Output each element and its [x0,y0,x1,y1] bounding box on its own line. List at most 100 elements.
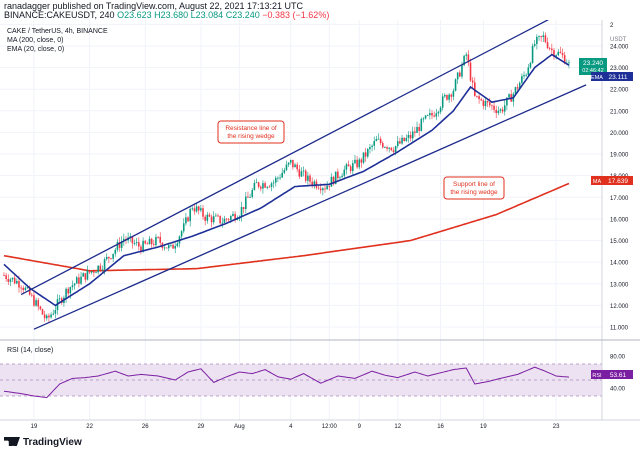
candle-body [444,94,446,97]
candle-body [195,206,198,212]
candle-body [257,182,260,187]
candle-body [553,50,555,57]
candle-body [71,285,74,288]
candle-body [418,126,420,132]
candle-body [497,110,500,113]
candle-body [352,163,354,172]
candle-body [399,141,401,144]
candle-body [247,196,249,198]
candle-body [191,208,194,210]
candle-body [172,244,174,249]
candle-body [245,196,247,210]
time-tick-label: Aug [234,424,245,430]
candle-body [322,188,324,191]
legend-rsi: RSI (14, close) [7,347,53,354]
candle-body [409,134,412,139]
candle-body [48,315,50,318]
candle-body [514,87,517,94]
candle-body [150,238,153,245]
resistance-label-line-1: Resistance line of [225,125,276,132]
candle-body [441,96,444,108]
price-tick-label: 11.000 [610,326,629,332]
legend-ema: EMA (20, close, 0) [7,46,64,53]
candle-body [407,134,410,138]
candle-body [540,36,542,38]
candle-body [345,164,348,170]
ohlc-change: −0.383 (−1.62%) [262,10,330,20]
tradingview-logo[interactable]: TradingView [4,437,82,448]
ohlc-open: O23.623 [117,10,152,20]
support-label-line-2: the rising wedge [450,189,498,196]
candle-body [341,175,343,178]
candle-body [347,164,350,167]
candle-body [386,147,388,149]
candle-body [144,240,147,244]
candle-body [433,115,435,117]
candle-body [219,215,221,224]
candle-body [108,256,110,259]
candle-body [437,111,440,114]
candle-body [99,265,102,270]
candle-body [326,185,328,190]
candle-body [332,176,335,185]
candle-body [155,236,157,246]
ohlc-line: BINANCE:CAKEUSDT, 240 O23.623 H23.680 L2… [4,10,329,20]
candle-body [227,219,230,221]
candle-body [311,181,313,186]
candle-body [153,244,155,246]
candle-body [521,76,523,83]
candle-body [536,36,538,45]
candle-body [367,149,369,157]
candle-body [396,141,399,147]
candle-body [215,215,217,217]
candle-body [518,82,521,89]
candle-body [9,279,12,282]
currency-unit-label: USDT [610,37,627,43]
candle-body [551,48,553,51]
candle-body [448,94,450,100]
candle-body [88,270,91,273]
support-annotation: Support line of the rising wedge [443,176,505,200]
candle-body [39,306,42,310]
candle-body [251,189,254,197]
time-tick-label: 23 [553,424,560,430]
candle-body [469,62,472,81]
candle-body [362,152,365,163]
candle-body [82,273,84,277]
price-tick-label: 17.000 [610,196,629,202]
candle-body [435,113,438,117]
candle-body [138,242,140,247]
candle-body [488,102,491,106]
price-chart[interactable]: 11.000 12.000 13.000 14.000 15.000 16.000 17.0… [0,20,640,436]
candle-body [84,273,87,280]
candle-body [484,100,487,107]
candle-body [101,269,104,271]
candle-body [439,107,442,112]
candle-body [123,238,125,242]
candle-body [105,256,108,260]
candle-body [16,280,18,284]
candle-body [508,94,510,98]
candle-body [174,246,176,249]
candle-body [358,159,361,168]
candle-body [210,216,213,223]
candle-body [274,177,277,183]
candle-body [343,169,346,176]
ema-axis-badge: EMA 23.111 [591,72,633,81]
candle-body [86,270,89,280]
candle-body [356,159,358,168]
candle-body [450,94,453,97]
candle-body [266,186,269,188]
candle-body [193,208,196,212]
candle-body [411,131,414,139]
candle-body [420,118,423,132]
ohlc-close: C23.240 [225,10,260,20]
candle-body [456,72,459,80]
candle-body [255,182,258,184]
candle-body [377,138,380,140]
price-tick-label: 15.000 [610,239,629,245]
candle-body [120,241,123,248]
rsi-tick-label: 80.00 [610,355,626,361]
ma-badge-value: 17.639 [608,178,628,185]
candle-body [401,137,403,144]
